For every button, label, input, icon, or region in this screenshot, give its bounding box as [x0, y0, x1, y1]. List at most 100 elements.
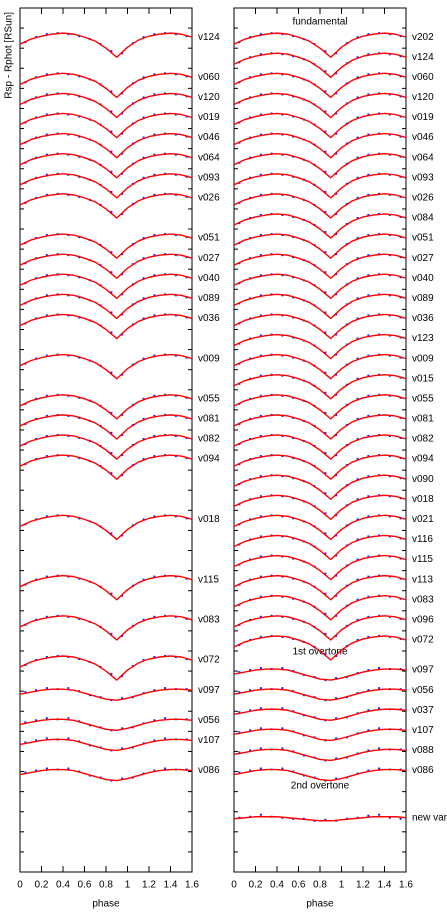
observed-point: [121, 534, 124, 537]
model-curve: [19, 112, 193, 139]
observed-point: [35, 769, 38, 772]
observed-point: [259, 414, 262, 417]
observed-point: [110, 532, 113, 535]
observed-point: [110, 452, 113, 455]
observed-point: [259, 727, 262, 730]
observed-point: [142, 196, 145, 199]
observed-point: [121, 675, 124, 678]
observed-point: [110, 251, 113, 254]
observed-point: [121, 747, 124, 750]
x-tick-label: 1.6: [185, 880, 199, 891]
model-curve: [19, 72, 193, 99]
observed-point: [238, 751, 241, 754]
observed-point: [367, 555, 370, 558]
observed-point: [356, 417, 359, 420]
series-label: v037: [412, 705, 434, 716]
observed-point: [367, 414, 370, 417]
observed-point: [110, 130, 113, 133]
observed-point: [142, 458, 145, 461]
model-curve: [233, 635, 407, 661]
observed-point: [259, 575, 262, 578]
model-curve: [19, 688, 193, 701]
observed-point: [259, 173, 262, 176]
model-curve: [233, 152, 407, 179]
observed-point: [335, 112, 338, 115]
observed-point: [121, 253, 124, 256]
observed-point: [378, 687, 381, 690]
model-curve: [233, 132, 407, 159]
observed-point: [45, 434, 48, 437]
model-curve: [19, 655, 193, 681]
observed-point: [324, 632, 327, 635]
observed-point: [110, 210, 113, 213]
series-label: v089: [412, 293, 434, 304]
observed-point: [110, 632, 113, 635]
observed-point: [324, 291, 327, 294]
observed-point: [335, 757, 338, 760]
observed-point: [324, 552, 327, 555]
series-label: v027: [198, 253, 220, 264]
series-label: v093: [412, 172, 434, 183]
observed-point: [153, 133, 156, 136]
model-curve: [19, 293, 193, 320]
model-curve: [19, 152, 193, 179]
observed-point: [367, 193, 370, 196]
observed-point: [356, 36, 359, 39]
model-curve: [19, 193, 193, 219]
observed-point: [35, 719, 38, 722]
observed-point: [367, 635, 370, 638]
observed-point: [121, 273, 124, 276]
series-label: v036: [198, 313, 220, 324]
observed-point: [45, 314, 48, 317]
observed-point: [367, 535, 370, 538]
observed-point: [324, 572, 327, 575]
observed-point: [121, 92, 124, 95]
observed-point: [142, 518, 145, 521]
observed-point: [121, 727, 124, 730]
observed-point: [335, 574, 338, 577]
model-curve: [233, 52, 407, 79]
observed-point: [335, 717, 338, 720]
series-label: v026: [198, 193, 220, 204]
observed-point: [356, 76, 359, 79]
x-tick-label: 0.4: [56, 880, 70, 891]
x-tick-label: 1.6: [399, 880, 413, 891]
observed-point: [153, 93, 156, 96]
observed-point: [153, 234, 156, 237]
series-label: v115: [412, 554, 433, 565]
observed-point: [142, 357, 145, 360]
observed-point: [153, 294, 156, 297]
observed-point: [110, 472, 113, 475]
series-label: v083: [412, 594, 434, 605]
model-curve: [233, 595, 407, 621]
observed-point: [356, 478, 359, 481]
observed-point: [367, 314, 370, 317]
observed-point: [367, 814, 370, 817]
observed-point: [110, 90, 113, 93]
observed-point: [110, 371, 113, 374]
model-curve: [19, 313, 193, 340]
model-curve: [233, 313, 407, 340]
observed-point: [367, 294, 370, 297]
observed-point: [356, 357, 359, 360]
series-label: v060: [198, 72, 220, 83]
model-curve: [19, 92, 193, 119]
observed-point: [259, 515, 262, 518]
observed-point: [45, 93, 48, 96]
observed-point: [259, 495, 262, 498]
model-curve: [233, 434, 407, 460]
observed-point: [142, 659, 145, 662]
observed-point: [324, 391, 327, 394]
observed-point: [249, 729, 252, 732]
observed-point: [324, 592, 327, 595]
observed-point: [121, 212, 124, 215]
series-label: v086: [198, 765, 220, 776]
observed-point: [249, 689, 252, 692]
observed-point: [24, 771, 27, 774]
observed-point: [142, 297, 145, 300]
observed-point: [356, 558, 359, 561]
observed-point: [335, 494, 338, 497]
observed-point: [153, 615, 156, 618]
observed-point: [367, 374, 370, 377]
observed-point: [324, 652, 327, 655]
